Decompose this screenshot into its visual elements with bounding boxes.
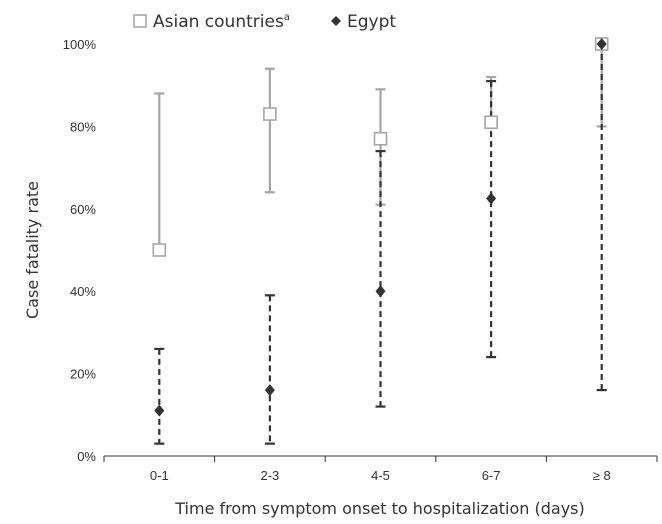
legend-marker-asian-countries bbox=[133, 14, 147, 28]
data-point-square bbox=[152, 243, 167, 257]
x-tick-label: 4-5 bbox=[371, 468, 390, 483]
markers-asian-countries bbox=[152, 37, 609, 257]
y-tick-label: 0% bbox=[77, 449, 96, 464]
x-axis-title: Time from symptom onset to hospitalizati… bbox=[174, 499, 584, 518]
data-point-square bbox=[373, 131, 388, 146]
markers-egypt bbox=[154, 38, 607, 417]
y-tick-label: 80% bbox=[70, 119, 96, 134]
y-tick-label: 40% bbox=[70, 284, 96, 299]
legend-footnote-marker: a bbox=[284, 12, 290, 23]
series-layer bbox=[152, 37, 609, 445]
series-asian-countries bbox=[154, 44, 607, 250]
x-tick-label: 0-1 bbox=[150, 468, 169, 483]
y-tick-layer: 0% 20% 40% 60% 80% 100% bbox=[63, 37, 97, 464]
data-point-diamond bbox=[264, 384, 275, 397]
data-point-diamond bbox=[375, 285, 386, 298]
x-tick-layer: 0-1 2-3 4-5 6-7 ≥ 8 bbox=[103, 456, 658, 483]
x-tick-label: 6-7 bbox=[482, 468, 501, 483]
legend-label-asian-countries: Asian countriesa bbox=[153, 12, 290, 32]
data-point-square bbox=[263, 107, 277, 121]
y-tick-label: 20% bbox=[70, 367, 96, 382]
legend: Asian countriesa Egypt bbox=[133, 12, 396, 32]
data-point-diamond bbox=[486, 192, 497, 205]
y-axis-title: Case fatality rate bbox=[23, 181, 42, 319]
y-tick-label: 60% bbox=[70, 202, 96, 217]
x-tick-label: 2-3 bbox=[261, 468, 280, 483]
data-point-diamond bbox=[154, 404, 165, 417]
x-tick-label: ≥ 8 bbox=[593, 468, 611, 483]
data-point-diamond bbox=[596, 38, 607, 50]
legend-marker-egypt bbox=[331, 16, 341, 26]
data-point-square bbox=[484, 115, 498, 130]
legend-label-egypt: Egypt bbox=[347, 12, 396, 32]
y-tick-label: 100% bbox=[63, 37, 97, 52]
